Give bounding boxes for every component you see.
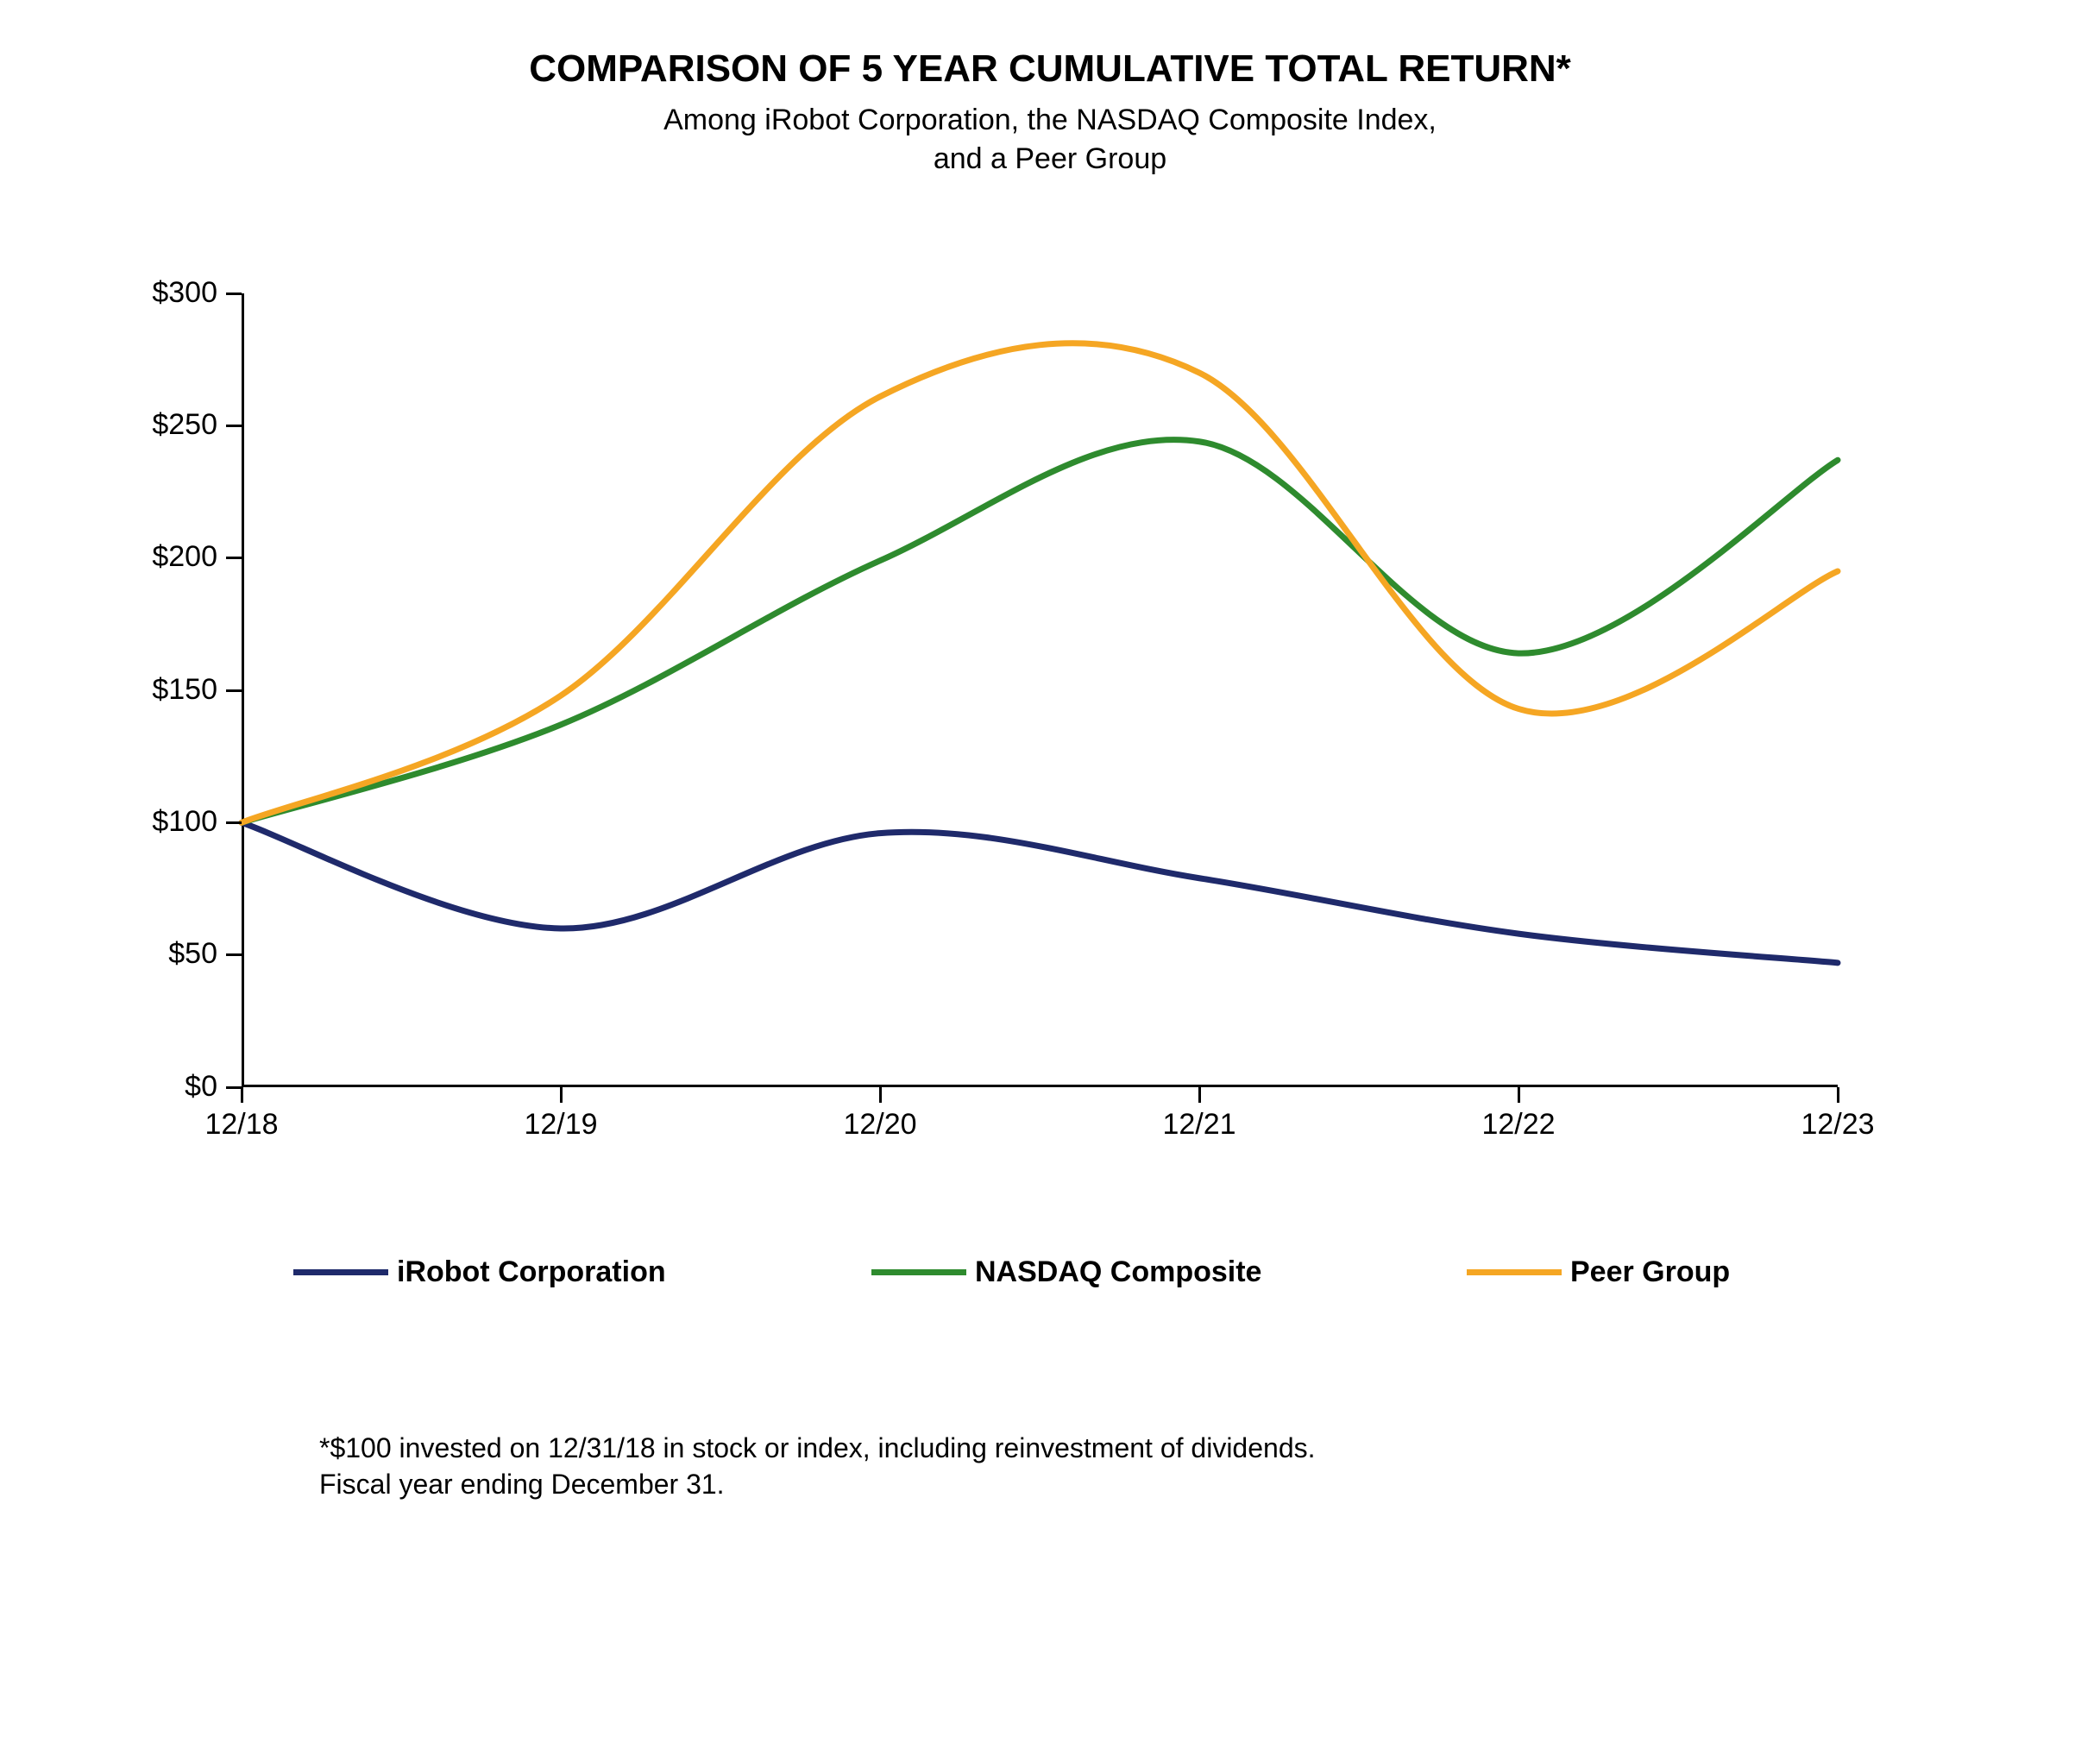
legend-item: iRobot Corporation <box>293 1255 666 1289</box>
legend-label: iRobot Corporation <box>397 1255 666 1289</box>
legend-label: Peer Group <box>1570 1255 1730 1289</box>
series-line <box>242 822 1838 963</box>
chart-subtitle-2: and a Peer Group <box>0 142 2100 176</box>
chart-title: COMPARISON OF 5 YEAR CUMULATIVE TOTAL RE… <box>0 47 2100 91</box>
legend-item: Peer Group <box>1467 1255 1730 1289</box>
x-tick-label: 12/22 <box>1441 1108 1596 1142</box>
x-tick <box>1198 1087 1201 1103</box>
y-tick <box>226 293 242 295</box>
y-tick-label: $250 <box>105 408 217 442</box>
y-tick-label: $200 <box>105 540 217 574</box>
y-tick <box>226 425 242 427</box>
chart-subtitle-1: Among iRobot Corporation, the NASDAQ Com… <box>0 104 2100 137</box>
legend-label: NASDAQ Composite <box>975 1255 1261 1289</box>
legend-swatch <box>871 1269 966 1275</box>
x-tick-label: 12/19 <box>483 1108 638 1142</box>
y-tick-label: $100 <box>105 805 217 839</box>
series-line <box>242 440 1838 823</box>
legend-swatch <box>1467 1269 1562 1275</box>
legend-swatch <box>293 1269 388 1275</box>
page: COMPARISON OF 5 YEAR CUMULATIVE TOTAL RE… <box>0 0 2100 1743</box>
chart-footnote-line1: *$100 invested on 12/31/18 in stock or i… <box>319 1432 1316 1464</box>
x-tick-label: 12/20 <box>802 1108 958 1142</box>
y-tick-label: $300 <box>105 276 217 310</box>
chart-footnote-line2: Fiscal year ending December 31. <box>319 1469 725 1501</box>
x-tick <box>560 1087 563 1103</box>
x-tick-label: 12/23 <box>1760 1108 1915 1142</box>
x-tick-label: 12/18 <box>164 1108 319 1142</box>
y-tick <box>226 821 242 824</box>
x-tick-label: 12/21 <box>1122 1108 1277 1142</box>
x-tick <box>879 1087 882 1103</box>
x-tick <box>1518 1087 1520 1103</box>
x-tick <box>1837 1087 1839 1103</box>
y-tick-label: $50 <box>105 937 217 971</box>
y-tick-label: $150 <box>105 673 217 707</box>
y-tick <box>226 1086 242 1089</box>
y-tick-label: $0 <box>105 1070 217 1104</box>
y-tick <box>226 953 242 956</box>
chart-plot-area: $0$50$100$150$200$250$30012/1812/1912/20… <box>242 293 1838 1087</box>
chart-lines-svg <box>242 293 1838 1087</box>
y-tick <box>226 689 242 692</box>
legend-item: NASDAQ Composite <box>871 1255 1261 1289</box>
x-tick <box>241 1087 243 1103</box>
y-tick <box>226 557 242 559</box>
